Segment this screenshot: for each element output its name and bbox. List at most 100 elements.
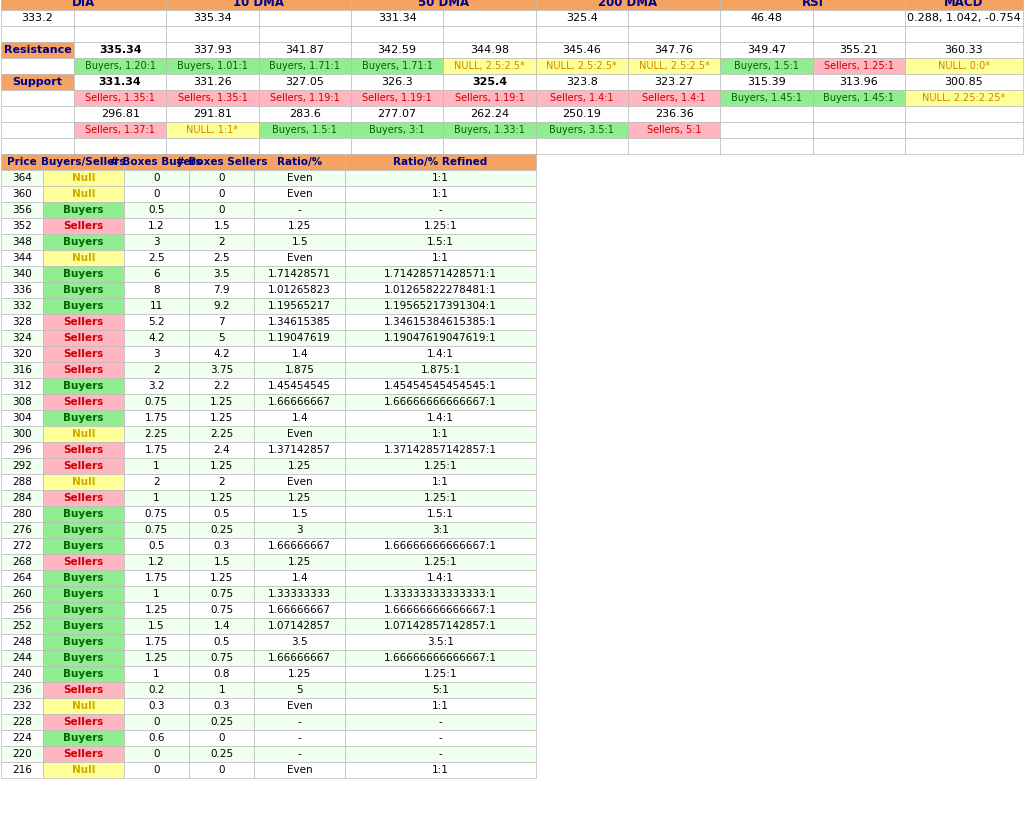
Text: 1: 1 [153, 669, 160, 679]
Text: 0: 0 [218, 733, 225, 743]
Bar [189, 442, 254, 458]
Text: Buyers: Buyers [63, 653, 103, 663]
Text: Null: Null [72, 701, 95, 711]
Text: Buyers: Buyers [63, 413, 103, 423]
Bar [813, 26, 905, 42]
Bar [43, 618, 124, 634]
Bar [124, 570, 189, 586]
Text: Sellers: Sellers [63, 333, 103, 343]
Text: 9.2: 9.2 [213, 301, 230, 311]
Bar [124, 266, 189, 282]
Bar [1, 346, 43, 362]
Text: 216: 216 [12, 765, 32, 775]
Text: Null: Null [72, 429, 95, 439]
Bar [345, 234, 536, 250]
Bar [720, 42, 813, 58]
Text: 1.25: 1.25 [288, 557, 311, 567]
Text: 1.45454545454545:1: 1.45454545454545:1 [384, 381, 497, 391]
Bar [1, 698, 43, 714]
Bar [189, 426, 254, 442]
Text: 304: 304 [12, 413, 32, 423]
Bar [254, 378, 345, 394]
Bar [43, 650, 124, 666]
Text: 3: 3 [153, 237, 160, 247]
Bar [536, 42, 628, 58]
Text: Buyers: Buyers [63, 509, 103, 519]
Bar [720, 106, 813, 122]
Text: 333.2: 333.2 [22, 13, 53, 23]
Text: 1.75: 1.75 [144, 637, 168, 647]
Bar [905, 26, 1023, 42]
Bar [1, 458, 43, 474]
Bar [189, 154, 254, 170]
Bar [443, 0, 536, 10]
Text: 0.75: 0.75 [144, 509, 168, 519]
Text: 1:1: 1:1 [432, 173, 449, 183]
Bar [43, 602, 124, 618]
Bar [254, 698, 345, 714]
Bar [189, 298, 254, 314]
Bar [189, 634, 254, 650]
Bar [351, 26, 443, 42]
Text: Sellers: Sellers [63, 493, 103, 503]
Bar [254, 250, 345, 266]
Text: 360: 360 [12, 189, 32, 199]
Bar [189, 554, 254, 570]
Bar [254, 170, 345, 186]
Text: NULL, 1:1*: NULL, 1:1* [186, 125, 239, 135]
Text: 244: 244 [12, 653, 32, 663]
Text: 0.75: 0.75 [144, 397, 168, 407]
Text: Ratio/% Refined: Ratio/% Refined [393, 157, 487, 167]
Text: 236.36: 236.36 [654, 109, 693, 119]
Text: 360.33: 360.33 [945, 45, 983, 55]
Text: Sellers: Sellers [63, 557, 103, 567]
Bar [43, 730, 124, 746]
Text: 0: 0 [154, 765, 160, 775]
Bar [905, 90, 1023, 106]
Text: Buyers, 1.71:1: Buyers, 1.71:1 [361, 61, 432, 71]
Text: 364: 364 [12, 173, 32, 183]
Bar [905, 106, 1023, 122]
Text: Buyers, 1.45:1: Buyers, 1.45:1 [731, 93, 802, 103]
Bar [124, 762, 189, 778]
Text: 2.5: 2.5 [213, 253, 230, 263]
Bar [43, 266, 124, 282]
Text: 1.4: 1.4 [292, 413, 308, 423]
Text: 1.25: 1.25 [288, 221, 311, 231]
Bar [124, 506, 189, 522]
Text: 348: 348 [12, 237, 32, 247]
Bar [905, 0, 1023, 10]
Text: 1.5:1: 1.5:1 [427, 509, 454, 519]
Bar [43, 586, 124, 602]
Bar [628, 106, 720, 122]
Bar [189, 586, 254, 602]
Bar [124, 746, 189, 762]
Text: 326.3: 326.3 [381, 77, 413, 87]
Text: Sellers: Sellers [63, 717, 103, 727]
Bar [905, 58, 1023, 74]
Text: 323.8: 323.8 [566, 77, 598, 87]
Bar [905, 10, 1023, 26]
Text: 1.25: 1.25 [210, 413, 233, 423]
Bar [1, 666, 43, 682]
Text: 1.25: 1.25 [210, 573, 233, 583]
Text: 1.71428571428571:1: 1.71428571428571:1 [384, 269, 497, 279]
Text: 355.21: 355.21 [840, 45, 879, 55]
Bar [254, 202, 345, 218]
Bar [720, 74, 813, 90]
Bar [259, 26, 351, 42]
Bar [1, 74, 74, 90]
Text: 6: 6 [153, 269, 160, 279]
Bar [189, 234, 254, 250]
Bar [74, 106, 166, 122]
Text: 1.4:1: 1.4:1 [427, 349, 454, 359]
Bar [189, 410, 254, 426]
Text: 1.875: 1.875 [285, 365, 314, 375]
Text: Sellers: Sellers [63, 445, 103, 455]
Bar [1, 330, 43, 346]
Bar [351, 90, 443, 106]
Bar [345, 698, 536, 714]
Text: Buyers: Buyers [63, 269, 103, 279]
Bar [1, 122, 74, 138]
Bar [43, 714, 124, 730]
